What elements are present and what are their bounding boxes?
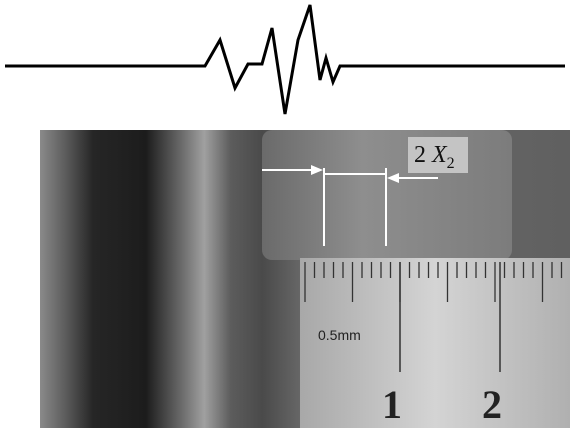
figure: 0.5mm 1 2 2X2 bbox=[0, 0, 570, 428]
ruler-number: 2 bbox=[482, 382, 502, 427]
waveform bbox=[5, 5, 565, 114]
symbol: X bbox=[431, 142, 448, 168]
coefficient: 2 bbox=[414, 142, 426, 168]
photo: 0.5mm 1 2 bbox=[40, 130, 570, 428]
ruler bbox=[300, 258, 570, 428]
ruler-unit-label: 0.5mm bbox=[318, 327, 361, 343]
ruler-number: 1 bbox=[382, 382, 402, 427]
subscript: 2 bbox=[447, 155, 455, 172]
